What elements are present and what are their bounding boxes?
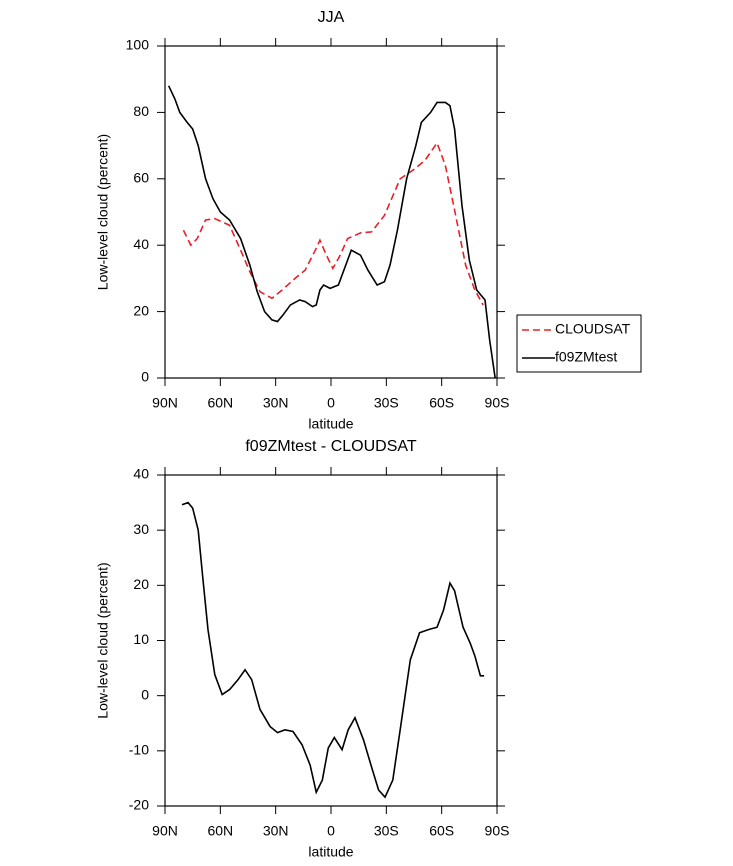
x-axis-label: latitude	[308, 844, 353, 860]
chart-title: JJA	[318, 9, 345, 26]
y-tick-label: -20	[129, 797, 149, 813]
x-tick-label: 0	[327, 823, 335, 839]
x-axis-label: latitude	[308, 416, 353, 432]
plot-frame	[164, 45, 498, 379]
x-tick-label: 60N	[207, 395, 233, 411]
x-tick-label: 60S	[429, 395, 454, 411]
x-tick-label: 90N	[152, 395, 178, 411]
x-tick-label: 60N	[207, 823, 233, 839]
y-axis-label: Low-level cloud (percent)	[95, 562, 111, 718]
data-line	[167, 85, 496, 379]
legend-box	[516, 314, 642, 373]
y-tick-label: 10	[133, 631, 149, 647]
x-tick-label: 90S	[485, 823, 510, 839]
x-tick-label: 30S	[374, 823, 399, 839]
x-tick-label: 90S	[485, 395, 510, 411]
y-tick-label: 20	[133, 576, 149, 592]
data-line	[181, 501, 485, 799]
y-tick-label: 100	[126, 37, 150, 53]
legend-label: f09ZMtest	[555, 349, 617, 365]
data-line	[182, 141, 484, 306]
y-tick-label: 80	[133, 103, 149, 119]
y-tick-label: 40	[133, 236, 149, 252]
legend-label: CLOUDSAT	[555, 321, 631, 337]
y-tick-label: 20	[133, 302, 149, 318]
plot-frame	[164, 474, 498, 807]
y-tick-label: 0	[141, 686, 149, 702]
y-tick-label: 0	[141, 369, 149, 385]
x-tick-label: 90N	[152, 823, 178, 839]
x-tick-label: 0	[327, 395, 335, 411]
y-axis-label: Low-level cloud (percent)	[95, 134, 111, 290]
x-tick-label: 30N	[263, 395, 289, 411]
x-tick-label: 30S	[374, 395, 399, 411]
y-tick-label: 40	[133, 466, 149, 482]
y-tick-label: -10	[129, 742, 149, 758]
y-tick-label: 30	[133, 521, 149, 537]
x-tick-label: 60S	[429, 823, 454, 839]
chart-title: f09ZMtest - CLOUDSAT	[245, 438, 417, 455]
x-tick-label: 30N	[263, 823, 289, 839]
y-tick-label: 60	[133, 170, 149, 186]
